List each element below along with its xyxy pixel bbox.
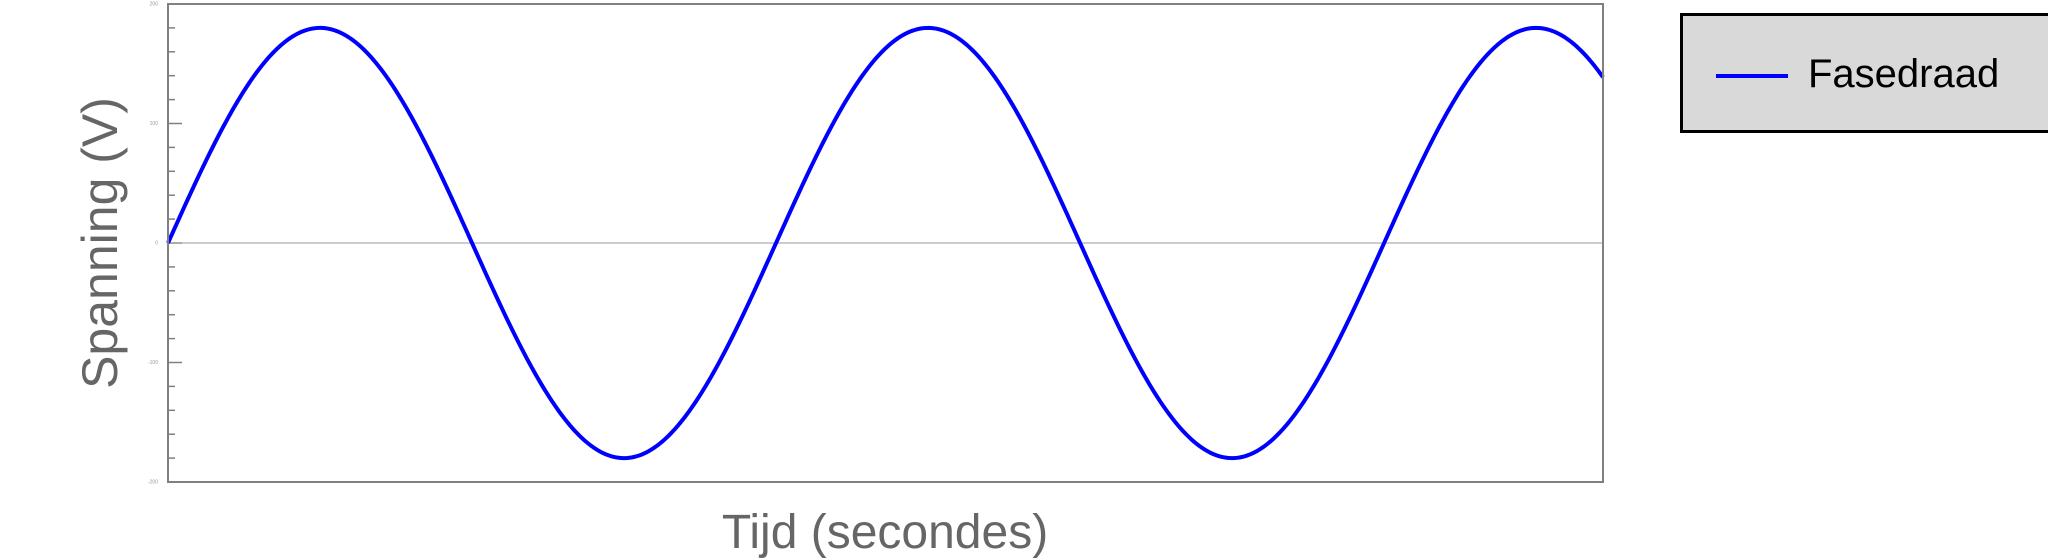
plot-area-frame — [167, 3, 1604, 483]
legend-line-swatch — [1716, 74, 1788, 78]
x-axis-label: Tijd (secondes) — [722, 506, 1048, 559]
legend: Fasedraad — [1680, 13, 2048, 133]
y-tick-label: 100 — [150, 121, 159, 127]
legend-label: Fasedraad — [1808, 52, 2000, 96]
y-tick-label: 0 — [155, 241, 158, 247]
y-tick-label: 200 — [150, 2, 159, 8]
y-tick-label: -200 — [148, 480, 158, 486]
series-line-fasedraad — [166, 25, 1605, 461]
y-axis-label: Spanning (V) — [72, 97, 128, 389]
y-tick-label: -100 — [148, 360, 158, 366]
